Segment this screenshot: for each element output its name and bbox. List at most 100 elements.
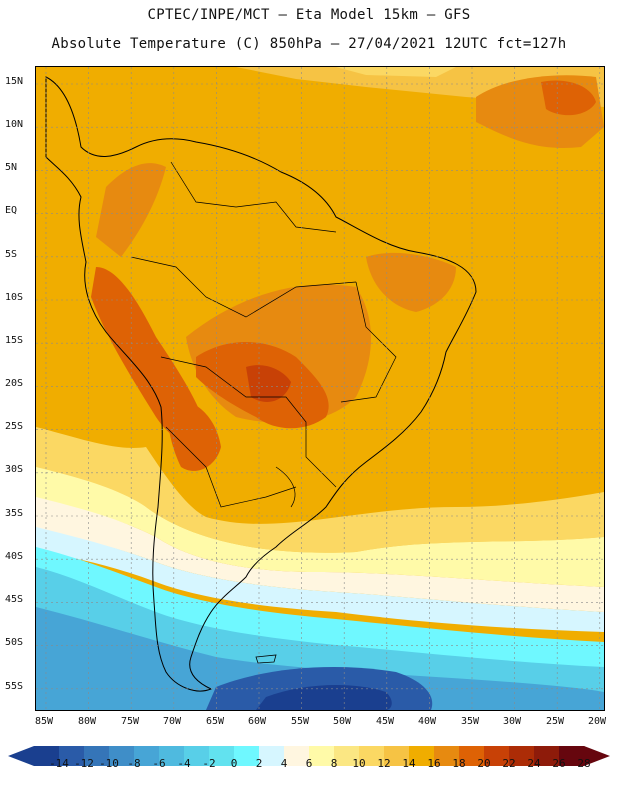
northeast-warm-zone xyxy=(366,252,456,312)
border-uruguay xyxy=(275,466,296,508)
colorbar-swatch xyxy=(409,746,435,766)
colorbar-swatch xyxy=(184,746,210,766)
lon-label-80w: 80W xyxy=(77,716,97,727)
chart-title-line-1: CPTEC/INPE/MCT – Eta Model 15km – GFS xyxy=(147,7,471,23)
lon-label-75w: 75W xyxy=(120,716,140,727)
border-brazil-states xyxy=(340,281,397,403)
lat-label-15n: 15N xyxy=(5,76,24,87)
colorbar-swatch xyxy=(159,746,185,766)
colorbar-swatch xyxy=(359,746,385,766)
lat-label-10n: 10N xyxy=(5,119,24,130)
colorbar-tick-label: 24 xyxy=(527,757,541,770)
colorbar-tick-label: -2 xyxy=(202,757,216,770)
colorbar-swatch xyxy=(34,746,60,766)
lat-label-50s: 50S xyxy=(5,637,24,648)
subtropical-yellow-band xyxy=(36,427,604,553)
colorbar-tick-label: 16 xyxy=(427,757,441,770)
lon-label-65w: 65W xyxy=(205,716,225,727)
colorbar-swatch xyxy=(109,746,135,766)
lat-label-25s: 25S xyxy=(5,421,24,432)
colorbar-swatch xyxy=(434,746,460,766)
colorbar-swatch xyxy=(484,746,510,766)
lat-label-35s: 35S xyxy=(5,508,24,519)
lon-label-70w: 70W xyxy=(162,716,182,727)
colorbar-tick-label: 22 xyxy=(502,757,516,770)
colorbar-swatch xyxy=(259,746,285,766)
colorbar-tick-label: 12 xyxy=(377,757,391,770)
colorbar-swatch xyxy=(559,746,585,766)
lat-label-5n: 5N xyxy=(5,162,18,173)
colorbar-tick-label: -8 xyxy=(127,757,141,770)
cream-band xyxy=(36,497,604,612)
colorbar-tick-label: -10 xyxy=(99,757,119,770)
lat-label-15s: 15S xyxy=(5,335,24,346)
colorbar-swatch xyxy=(534,746,560,766)
lon-label-25w: 25W xyxy=(545,716,565,727)
chart-title-line-2: Absolute Temperature (C) 850hPa – 27/04/… xyxy=(51,36,567,52)
colorbar-swatch xyxy=(459,746,485,766)
lon-label-85w: 85W xyxy=(34,716,54,727)
colorbar-tick-label: 2 xyxy=(255,757,263,770)
colorbar-tick-label: 4 xyxy=(280,757,288,770)
lon-label-35w: 35W xyxy=(460,716,480,727)
andes-hot-zone xyxy=(91,267,206,441)
coastline xyxy=(45,76,477,692)
colorbar-tick-label: 20 xyxy=(477,757,491,770)
colorbar-swatch xyxy=(334,746,360,766)
lat-label-40s: 40S xyxy=(5,551,24,562)
lon-label-60w: 60W xyxy=(247,716,267,727)
colorbar-swatch xyxy=(284,746,310,766)
colorbar-swatch xyxy=(309,746,335,766)
lat-label-10s: 10S xyxy=(5,292,24,303)
lon-label-30w: 30W xyxy=(502,716,522,727)
colorbar-tick-label: 28 xyxy=(577,757,591,770)
lon-label-45w: 45W xyxy=(375,716,395,727)
border-south xyxy=(165,426,297,508)
colorbar-over-arrow xyxy=(584,746,610,766)
venezuela-warm-zone xyxy=(96,163,166,257)
lon-label-20w: 20W xyxy=(587,716,607,727)
colorbar-tick-label: 8 xyxy=(330,757,338,770)
colorbar-swatch xyxy=(384,746,410,766)
border-amazon xyxy=(130,256,357,318)
colorbar xyxy=(8,746,610,766)
border-central xyxy=(160,356,337,488)
colorbar-tick-label: -4 xyxy=(177,757,191,770)
border-north xyxy=(170,161,337,233)
colorbar-tick-label: 0 xyxy=(230,757,238,770)
colorbar-tick-label: -14 xyxy=(49,757,69,770)
map-canvas xyxy=(36,67,604,710)
lon-label-50w: 50W xyxy=(332,716,352,727)
colorbar-swatch xyxy=(509,746,535,766)
colorbar-under-arrow xyxy=(8,746,34,766)
colorbar-tick-label: 18 xyxy=(452,757,466,770)
colorbar-tick-label: 14 xyxy=(402,757,416,770)
colorbar-tick-label: 26 xyxy=(552,757,566,770)
falkland-islands xyxy=(255,654,277,664)
lat-label-5s: 5S xyxy=(5,249,18,260)
colorbar-tick-label: 10 xyxy=(352,757,366,770)
lat-label-45s: 45S xyxy=(5,594,24,605)
lat-label-20s: 20S xyxy=(5,378,24,389)
colorbar-swatch xyxy=(84,746,110,766)
light-yellow-band xyxy=(36,467,604,587)
colorbar-tick-label: -12 xyxy=(74,757,94,770)
chaco-hottest-zone xyxy=(246,365,291,402)
coldest-zone xyxy=(256,685,392,710)
colorbar-swatch xyxy=(59,746,85,766)
lat-label-30s: 30S xyxy=(5,464,24,475)
lon-label-40w: 40W xyxy=(417,716,437,727)
temperature-map xyxy=(35,66,605,711)
colorbar-tick-label: -6 xyxy=(152,757,166,770)
north-light-band xyxy=(336,67,456,77)
colorbar-tick-label: 6 xyxy=(305,757,313,770)
colorbar-swatch xyxy=(134,746,160,766)
bolivia-hot-zone xyxy=(166,397,221,471)
colorbar-swatch xyxy=(234,746,260,766)
caribbean-hot-zone xyxy=(541,80,596,116)
lon-label-55w: 55W xyxy=(290,716,310,727)
colorbar-swatch xyxy=(209,746,235,766)
lat-label-eq: EQ xyxy=(5,205,18,216)
lat-label-55s: 55S xyxy=(5,681,24,692)
pale-cyan-band xyxy=(36,527,604,632)
